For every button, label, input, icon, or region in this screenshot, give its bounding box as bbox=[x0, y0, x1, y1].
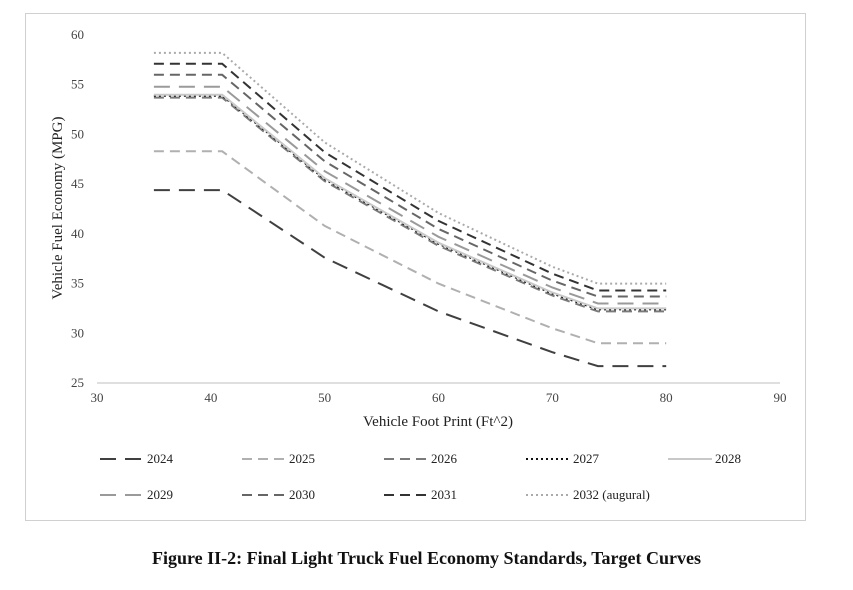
x-tick-label: 60 bbox=[432, 390, 445, 405]
series-line-2028 bbox=[153, 93, 667, 310]
series-line-2030 bbox=[153, 73, 667, 298]
legend-label-2030: 2030 bbox=[289, 487, 315, 502]
legend-label-2024: 2024 bbox=[147, 451, 174, 466]
legend-label-2025: 2025 bbox=[289, 451, 315, 466]
y-tick-label: 25 bbox=[71, 375, 84, 390]
series-line-2027 bbox=[153, 94, 667, 311]
plot-area: 25 30 35 40 45 50 55 60 30 40 50 60 70 80 90 bbox=[71, 27, 787, 405]
series-line-2032-augural- bbox=[153, 51, 667, 285]
series-line-2029 bbox=[153, 85, 667, 305]
x-axis-title: Vehicle Foot Print (Ft^2) bbox=[363, 414, 513, 430]
y-axis-title: Vehicle Fuel Economy (MPG) bbox=[50, 117, 66, 300]
y-tick-label: 60 bbox=[71, 27, 84, 42]
y-tick-label: 45 bbox=[71, 176, 84, 191]
x-tick-label: 30 bbox=[91, 390, 104, 405]
y-tick-label: 55 bbox=[71, 77, 84, 92]
legend-label-2026: 2026 bbox=[431, 451, 458, 466]
legend-label-2028: 2028 bbox=[715, 451, 741, 466]
figure-caption: Figure II-2: Final Light Truck Fuel Econ… bbox=[151, 548, 702, 568]
legend-label-2032-augural-: 2032 (augural) bbox=[573, 487, 650, 502]
x-tick-label: 50 bbox=[318, 390, 331, 405]
y-tick-label: 50 bbox=[71, 126, 84, 141]
y-tick-label: 30 bbox=[71, 325, 84, 340]
x-tick-label: 80 bbox=[660, 390, 673, 405]
line-chart: 25 30 35 40 45 50 55 60 30 40 50 60 70 80 90 Vehicle F… bbox=[50, 27, 787, 502]
legend-label-2027: 2027 bbox=[573, 451, 600, 466]
y-tick-label: 35 bbox=[71, 276, 84, 291]
chart-frame bbox=[25, 13, 806, 521]
series-line-2025 bbox=[153, 150, 667, 345]
legend-label-2031: 2031 bbox=[431, 487, 457, 502]
series-line-2031 bbox=[153, 62, 667, 292]
legend: 2024 2025 2026 2027 2028 2029 2030 2031 2032 (au… bbox=[100, 451, 741, 502]
x-tick-label: 90 bbox=[774, 390, 787, 405]
y-tick-label: 40 bbox=[71, 226, 84, 241]
series-line-2024 bbox=[153, 189, 667, 368]
x-tick-label: 70 bbox=[546, 390, 559, 405]
x-tick-label: 40 bbox=[204, 390, 217, 405]
legend-label-2029: 2029 bbox=[147, 487, 173, 502]
series-line-2026 bbox=[153, 96, 667, 313]
